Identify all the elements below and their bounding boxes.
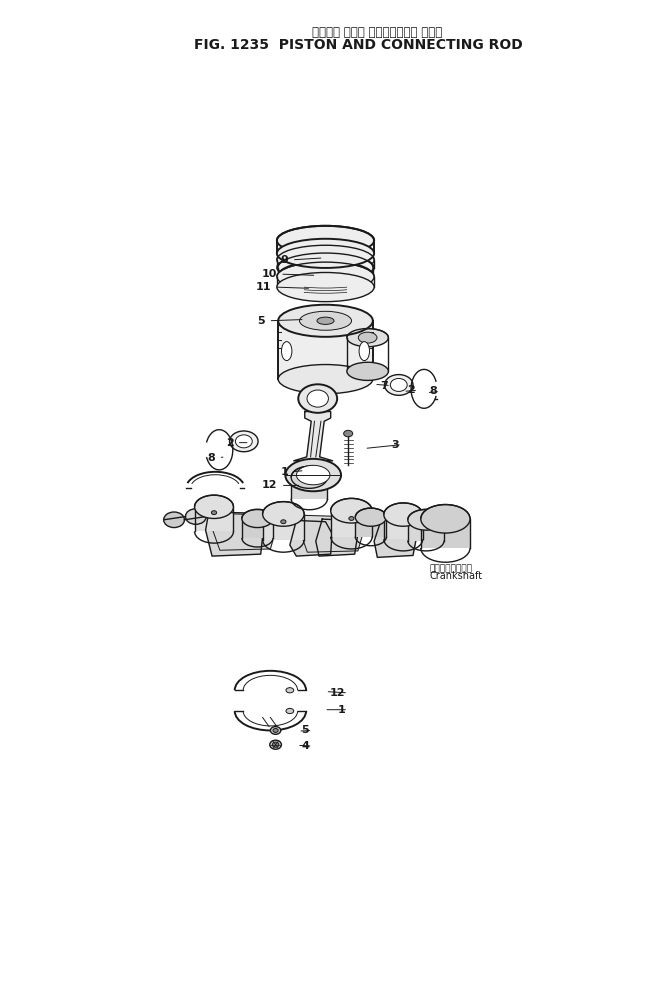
Polygon shape [290,520,332,556]
Ellipse shape [277,225,374,255]
Ellipse shape [391,379,407,392]
Polygon shape [206,512,264,556]
Ellipse shape [384,503,422,526]
Ellipse shape [331,498,372,523]
Polygon shape [374,522,416,558]
Ellipse shape [385,375,413,396]
Text: 7: 7 [380,381,388,391]
Ellipse shape [281,520,286,523]
Text: 8: 8 [208,453,215,463]
Text: クランクシャフト: クランクシャフト [429,564,472,573]
Ellipse shape [278,261,373,290]
Text: FIG. 1235  PISTON AND CONNECTING ROD: FIG. 1235 PISTON AND CONNECTING ROD [194,38,522,51]
Text: ピストン および コネクティング ロッド: ピストン および コネクティング ロッド [312,26,443,39]
Ellipse shape [262,501,304,526]
Ellipse shape [281,341,292,361]
Polygon shape [294,411,333,461]
Ellipse shape [358,332,377,343]
Bar [408,520,444,541]
Ellipse shape [272,742,279,748]
Ellipse shape [344,430,353,437]
Ellipse shape [270,727,281,735]
Bar [421,519,470,548]
Text: 11: 11 [256,282,271,292]
Bar [278,320,373,379]
Text: 12: 12 [262,481,277,491]
Text: Crankshaft: Crankshaft [429,572,482,582]
Ellipse shape [307,390,328,407]
Text: 2: 2 [408,385,415,396]
Ellipse shape [277,273,374,302]
Ellipse shape [277,262,374,292]
Text: 1: 1 [281,467,288,477]
Ellipse shape [299,312,352,330]
Text: 5: 5 [258,315,265,325]
Ellipse shape [278,305,373,337]
Ellipse shape [236,435,252,448]
Text: 10: 10 [262,269,277,279]
Ellipse shape [273,729,278,733]
Ellipse shape [359,341,370,361]
Text: 5: 5 [301,726,309,736]
Ellipse shape [296,466,330,485]
Ellipse shape [195,495,234,518]
Ellipse shape [278,365,373,394]
Polygon shape [316,519,358,556]
Bar [384,514,422,539]
Bar [195,506,234,531]
Text: 8: 8 [429,387,437,397]
Ellipse shape [277,238,374,268]
Ellipse shape [347,362,389,381]
Ellipse shape [212,510,217,514]
Text: 2: 2 [226,438,234,448]
Bar [291,478,327,498]
Text: 1: 1 [337,705,345,715]
Ellipse shape [355,508,387,526]
Ellipse shape [291,466,327,489]
Ellipse shape [317,317,334,324]
Ellipse shape [347,328,389,347]
Text: 12: 12 [329,688,345,698]
Polygon shape [299,515,365,552]
Ellipse shape [186,508,206,524]
Ellipse shape [163,512,184,527]
Ellipse shape [278,253,373,282]
Bar [331,510,372,537]
Ellipse shape [270,740,281,750]
Ellipse shape [286,708,294,714]
Ellipse shape [230,431,258,452]
Polygon shape [212,513,277,550]
Text: 9: 9 [281,255,288,265]
Ellipse shape [277,253,374,282]
Ellipse shape [286,687,294,693]
Bar [242,518,273,538]
Ellipse shape [421,504,470,533]
Bar [355,517,387,537]
Ellipse shape [285,459,341,492]
Ellipse shape [408,509,444,530]
Bar [262,514,304,540]
Ellipse shape [298,385,337,412]
Ellipse shape [277,245,374,274]
Ellipse shape [349,516,354,520]
Text: 4: 4 [301,741,309,751]
Text: 3: 3 [391,439,399,450]
Ellipse shape [242,509,273,527]
